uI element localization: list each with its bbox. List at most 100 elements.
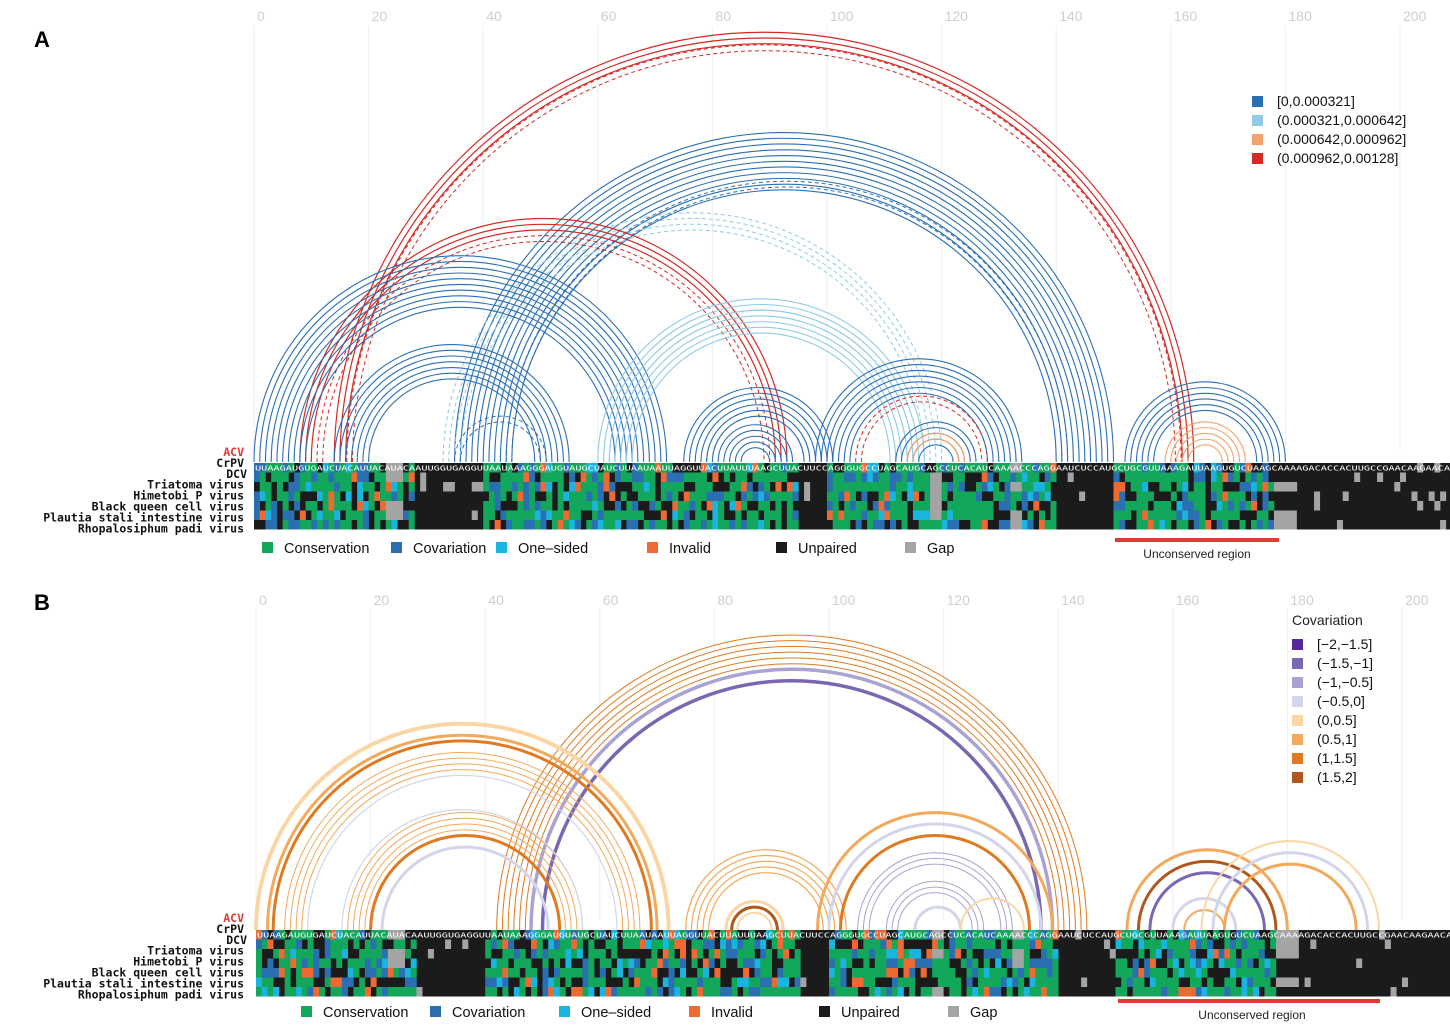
panel-a-alignment-cell xyxy=(557,482,564,492)
panel-a-alignment-cell xyxy=(1113,491,1120,501)
panel-b-alignment-cell xyxy=(966,939,973,949)
panel-a-alignment-cell xyxy=(523,472,530,482)
panel-b-alignment-cell xyxy=(903,968,910,978)
panel-a-alignment-cell xyxy=(511,482,518,492)
panel-a-alignment-cell xyxy=(339,463,346,473)
panel-a-alignment-gap xyxy=(1010,510,1022,520)
panel-a-alignment-cell xyxy=(878,520,885,530)
panel-a-alignment-cell xyxy=(941,520,948,530)
arc-lavender-inner xyxy=(380,845,550,931)
panel-a-alignment-cell xyxy=(941,463,948,473)
panel-a-alignment-cell xyxy=(1170,491,1177,501)
panel-a-alignment-cell xyxy=(511,510,518,520)
panel-b-alignment-cell xyxy=(387,987,394,997)
panel-b-alignment-cell xyxy=(485,968,492,978)
panel-b-alignment-cell xyxy=(582,977,589,987)
panel-a-alignment-cell xyxy=(271,510,278,520)
panel-a-alignment-cell xyxy=(827,463,834,473)
panel-b-alignment-cell xyxy=(582,968,589,978)
arc-red-right-dashed xyxy=(860,401,983,463)
panel-a-alignment-cell xyxy=(1176,482,1183,492)
panel-b-tick-label: 80 xyxy=(717,592,733,608)
panel-a-alignment-cell xyxy=(259,510,266,520)
panel-b-alignment-cell xyxy=(903,977,910,987)
panel-b-alignment-cell xyxy=(926,949,933,959)
panel-b-alignment-cell xyxy=(1379,930,1386,940)
panel-a-alignment-cell xyxy=(700,520,707,530)
panel-b-alignment-cell xyxy=(857,968,864,978)
panel-b-alignment-cell xyxy=(256,958,263,968)
panel-a-alignment-cell xyxy=(557,491,564,501)
panel-a-alignment-cell xyxy=(511,520,518,530)
arc-orange-left-inner xyxy=(301,769,624,931)
panel-b-alignment-cell xyxy=(588,987,595,997)
panel-b-alignment-cell xyxy=(972,930,979,940)
panel-b-alignment-cell xyxy=(1126,977,1133,987)
panel-a-alignment-cell xyxy=(385,491,392,501)
panel-b-alignment-cell xyxy=(1224,949,1231,959)
panel-b-alignment-cell xyxy=(571,949,578,959)
panel-a-alignment-cell xyxy=(597,482,604,492)
panel-b-alignment-cell xyxy=(336,930,343,940)
panel-a-alignment-cell xyxy=(408,520,415,530)
panel-b-alignment-cell xyxy=(937,958,944,968)
panel-b-alignment-cell xyxy=(622,977,629,987)
panel-a-alignment-cell xyxy=(786,463,793,473)
panel-a-alignment-cell xyxy=(683,501,690,511)
panel-a-alignment-cell xyxy=(804,482,811,492)
panel-a-alignment-cell xyxy=(953,510,960,520)
panel-b-alignment-cell xyxy=(330,977,337,987)
panel-b-legend-label: (−1.5,−1] xyxy=(1317,655,1373,671)
panel-b-alignment-cell xyxy=(364,949,371,959)
arc-red-outer xyxy=(333,31,1195,463)
panel-b-status-label: Invalid xyxy=(711,1005,753,1021)
panel-a-alignment-cell xyxy=(855,463,862,473)
panel-a-alignment-cell xyxy=(586,463,593,473)
panel-b-alignment-cell xyxy=(261,930,268,940)
panel-a-alignment-cell xyxy=(832,472,839,482)
panel-a-alignment-cell xyxy=(580,472,587,482)
panel-a-alignment-cell xyxy=(483,501,490,511)
panel-a-alignment-cell xyxy=(1136,491,1143,501)
panel-a-alignment-cell xyxy=(838,482,845,492)
panel-b-alignment-cell xyxy=(542,968,549,978)
panel-b-alignment-cell xyxy=(720,939,727,949)
panel-a-alignment-cell xyxy=(729,463,736,473)
panel-b-alignment-cell xyxy=(783,987,790,997)
arc-orange-large xyxy=(524,663,1059,931)
panel-b-status-label: Covariation xyxy=(452,1005,525,1021)
panel-b-alignment-cell xyxy=(502,949,509,959)
arc-orange-left-inner xyxy=(289,757,635,931)
panel-a-alignment-cell xyxy=(895,482,902,492)
panel-b-alignment-cell xyxy=(605,958,612,968)
panel-a-alignment-cell xyxy=(362,501,369,511)
panel-b-alignment-cell xyxy=(622,939,629,949)
arc-darkorange-right xyxy=(838,834,1032,931)
panel-a-alignment-cell xyxy=(775,463,782,473)
panel-b-alignment-cell xyxy=(284,958,291,968)
panel-a-alignment-cell xyxy=(1245,463,1252,473)
panel-a-alignment-cell xyxy=(775,482,782,492)
panel-b-alignment-cell xyxy=(513,930,520,940)
panel-a-alignment-cell xyxy=(471,482,478,492)
panel-b-alignment-cell xyxy=(725,987,732,997)
panel-b-alignment-cell xyxy=(301,958,308,968)
panel-a-alignment-cell xyxy=(294,501,301,511)
panel-b-alignment-cell xyxy=(995,958,1002,968)
panel-a-alignment-cell xyxy=(1216,491,1223,501)
panel-a-alignment-cell xyxy=(1159,520,1166,530)
panel-a-alignment-cell xyxy=(637,510,644,520)
panel-b-alignment-cell xyxy=(651,968,658,978)
panel-b-alignment-cell xyxy=(525,977,532,987)
panel-a-alignment-cell xyxy=(924,520,931,530)
panel-a-alignment-cell xyxy=(483,472,490,482)
panel-a-alignment-cell xyxy=(374,510,381,520)
panel-b-alignment-cell xyxy=(834,987,841,997)
panel-b-legend-label: (1.5,2] xyxy=(1317,769,1357,785)
panel-b-alignment-cell xyxy=(336,987,343,997)
panel-b-alignment-cell xyxy=(565,958,572,968)
panel-a-species-name: CrPV xyxy=(216,456,244,470)
panel-a-alignment-cell xyxy=(781,463,788,473)
panel-a-alignment-cell xyxy=(259,482,266,492)
panel-a-alignment-cell xyxy=(867,472,874,482)
